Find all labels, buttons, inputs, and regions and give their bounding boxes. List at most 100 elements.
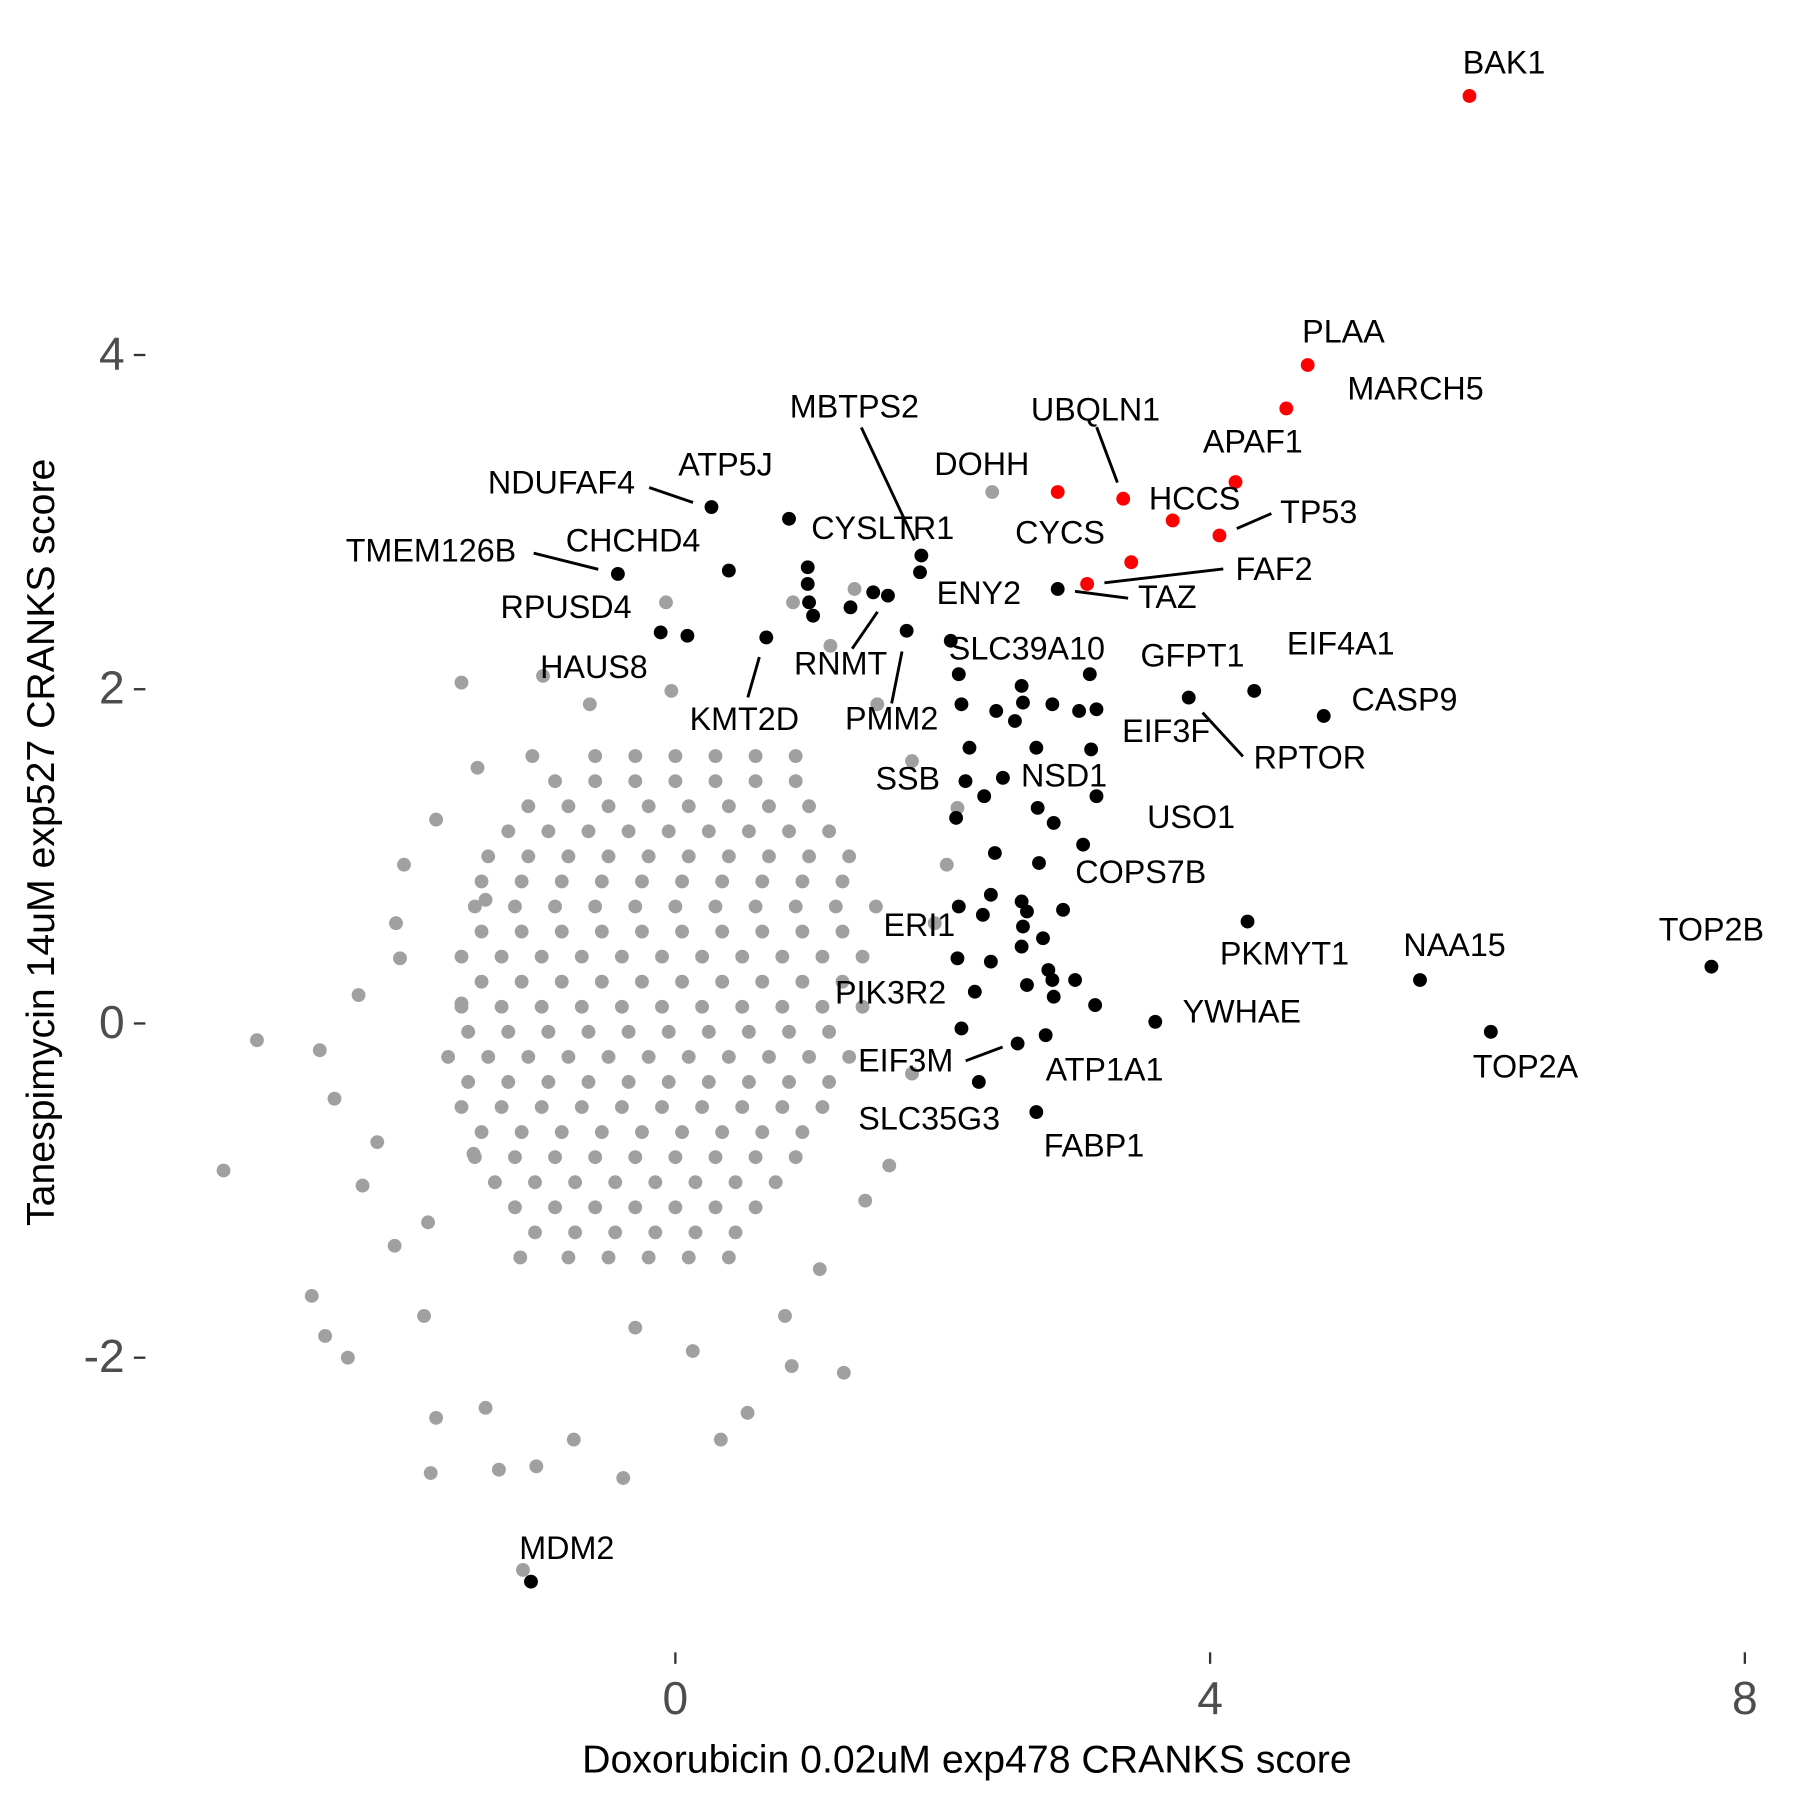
background-point	[778, 1309, 792, 1323]
background-point	[668, 899, 683, 914]
background-point	[788, 899, 803, 914]
background-point	[601, 1049, 616, 1064]
hit-point	[1008, 714, 1022, 728]
leader-line	[890, 651, 904, 704]
y-axis-title: Tanespimycin 14uM exp527 CRANKS score	[19, 459, 63, 1226]
labeled-point	[1050, 485, 1065, 499]
background-point	[768, 1175, 783, 1190]
labeled-point	[1462, 89, 1477, 103]
background-point	[581, 1075, 596, 1089]
background-point	[815, 949, 830, 964]
labeled-point	[881, 588, 895, 603]
background-point	[635, 974, 649, 989]
hit-point	[1056, 902, 1070, 917]
background-point	[514, 974, 529, 989]
background-point	[541, 1075, 556, 1089]
point-label: CYSLTR1	[811, 510, 954, 546]
background-point	[868, 899, 883, 914]
background-point	[635, 874, 649, 889]
background-point	[454, 999, 469, 1014]
highlight-point	[1124, 555, 1139, 570]
background-point	[701, 1075, 716, 1089]
background-point	[588, 1200, 603, 1215]
background-point	[566, 1432, 581, 1447]
background-point	[748, 899, 763, 914]
hit-point	[1046, 989, 1061, 1004]
background-point	[594, 874, 609, 889]
background-point	[701, 1024, 716, 1039]
point-label: RNMT	[794, 646, 887, 682]
hit-point	[802, 595, 816, 610]
hit-point	[949, 810, 964, 825]
background-point	[608, 1225, 623, 1240]
background-point	[423, 1466, 438, 1480]
background-point	[661, 824, 676, 839]
background-point	[621, 1024, 636, 1039]
labeled-point	[1240, 914, 1255, 929]
background-point	[828, 899, 843, 914]
background-point	[467, 1150, 482, 1165]
hit-point	[983, 887, 998, 902]
background-point	[795, 1125, 810, 1140]
background-point	[641, 799, 656, 814]
background-point	[715, 1125, 730, 1140]
background-point	[588, 774, 603, 789]
background-point	[351, 988, 366, 1002]
point-label: NAA15	[1403, 927, 1505, 963]
leader-line	[965, 1045, 1004, 1063]
background-point	[588, 899, 603, 914]
background-point	[474, 1125, 489, 1140]
background-point	[648, 1175, 663, 1190]
point-label: BAK1	[1463, 44, 1546, 80]
background-point	[748, 774, 763, 789]
labeled-points: DOHH TAZ NDUFAF4 ATP5J CYSLTR1 MBTPS2 ENY2 CHCH…	[346, 44, 1764, 1589]
background-point	[822, 1075, 837, 1089]
background-point	[715, 974, 730, 989]
hit-point	[1046, 816, 1061, 830]
hit-point	[1016, 919, 1030, 934]
background-point	[616, 1471, 631, 1485]
background-point	[788, 774, 803, 789]
background-point	[581, 824, 596, 839]
background-point	[574, 999, 589, 1014]
point-label: SLC39A10	[949, 631, 1105, 667]
background-point	[661, 1075, 676, 1089]
background-point	[614, 949, 629, 964]
hit-point	[950, 951, 965, 966]
background-point	[534, 1100, 549, 1114]
background-point	[397, 857, 411, 872]
labeled-point	[1089, 789, 1104, 804]
labeled-point	[1038, 1028, 1053, 1043]
background-point	[681, 1049, 696, 1064]
labeled-point	[1029, 1105, 1044, 1119]
background-point	[695, 1100, 710, 1114]
leader-line	[860, 426, 916, 542]
background-point	[741, 1024, 756, 1039]
point-label: YWHAE	[1183, 993, 1301, 1029]
hit-point	[987, 846, 1002, 860]
background-point	[327, 1091, 342, 1106]
point-label: ATP1A1	[1046, 1052, 1164, 1088]
leader-line	[1236, 512, 1272, 530]
background-point	[554, 924, 569, 939]
background-point	[548, 899, 562, 914]
labeled-point	[1010, 1036, 1025, 1051]
background-point	[421, 1215, 435, 1230]
background-point	[685, 1344, 700, 1358]
background-point	[668, 774, 683, 789]
background-point	[318, 1329, 333, 1343]
point-label: TOP2A	[1473, 1048, 1579, 1084]
background-point	[574, 1100, 589, 1114]
point-label: MARCH5	[1347, 371, 1483, 407]
hit-point	[962, 740, 977, 755]
background-point	[741, 1075, 756, 1089]
hit-point	[1089, 702, 1104, 717]
background-point	[548, 1200, 562, 1215]
background-point	[812, 1262, 827, 1277]
background-point	[508, 899, 522, 914]
background-point	[695, 949, 710, 964]
background-point	[641, 849, 656, 864]
labeled-point	[899, 623, 914, 638]
background-point	[835, 974, 850, 989]
background-point	[870, 697, 885, 712]
